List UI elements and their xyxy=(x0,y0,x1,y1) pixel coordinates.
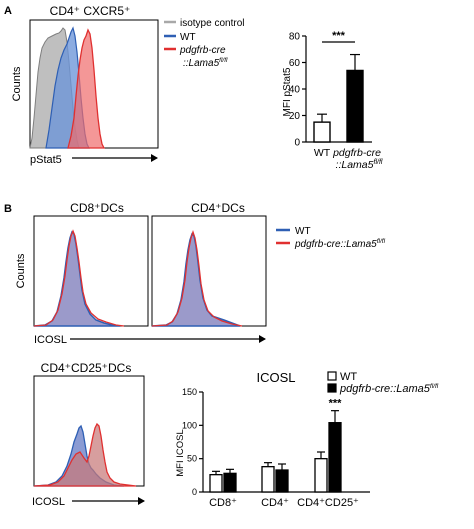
bar-b-bar xyxy=(328,422,342,493)
panel-b-bottom-histogram: CD4⁺CD25⁺DCs ICOSL xyxy=(32,361,145,508)
panel-b-bar-chart: ICOSL MFI ICOSL 0 50 100 150 CD8⁺ CD4⁺ CD4⁺CD… xyxy=(175,370,439,509)
panel-b-top-xlabel: ICOSL xyxy=(34,334,67,346)
cd8-dcs-title: CD8⁺DCs xyxy=(70,201,124,215)
bar-a-category-label: pdgfrb-cre xyxy=(332,147,381,159)
bar-b-y-tick-label: 100 xyxy=(182,420,197,430)
legend-b-cre-label: pdgfrb-cre::Lama5fl/fl xyxy=(294,238,386,250)
bar-b-y-tick-label: 150 xyxy=(182,387,197,397)
bar-a-y-tick-label: 40 xyxy=(289,85,301,96)
bar-a-marks: WT pdgfrb-cre::Lama5fl/fl *** xyxy=(313,30,383,171)
bar-b-y-tick-label: 50 xyxy=(187,454,197,464)
bar-b-category-label: CD4⁺ xyxy=(261,497,289,509)
bar-a-bar xyxy=(346,69,364,143)
bar-a-y-tick-label: 60 xyxy=(289,58,301,69)
bar-a-category-label: ::Lama5fl/fl xyxy=(336,159,383,171)
bar-b-ylabel: MFI ICOSL xyxy=(175,429,186,477)
cd4-dcs-frame xyxy=(151,215,267,327)
cd4-cre-histogram xyxy=(151,229,243,327)
bar-b-category-label: CD4⁺CD25⁺ xyxy=(297,497,359,509)
bar-b-category-label: CD8⁺ xyxy=(209,497,237,509)
bar-b-legend-cre-label: pdgfrb-cre::Lama5fl/fl xyxy=(339,383,439,395)
bar-b-bar xyxy=(275,469,289,493)
bar-b-bar xyxy=(314,458,328,493)
bar-b-legend-wt-swatch xyxy=(327,371,337,381)
panel-b-top-histograms: CD8⁺DCs CD4⁺DCs Counts ICOSL xyxy=(15,201,267,346)
pdgfrb-cre-lama5-histogram xyxy=(67,28,106,149)
bar-b-marks: CD8⁺ CD4⁺ CD4⁺CD25⁺ *** xyxy=(209,398,359,509)
bar-b-legend-cre-swatch xyxy=(327,383,337,393)
bar-b-legend: WT pdgfrb-cre::Lama5fl/fl xyxy=(327,371,439,395)
legend-cre-label: pdgfrb-cre xyxy=(179,45,226,56)
cd4-dcs-title: CD4⁺DCs xyxy=(191,201,245,215)
cd8-dcs-frame xyxy=(33,215,149,327)
panel-a-flow-title: CD4⁺ CXCR5⁺ xyxy=(50,4,131,18)
bar-b-bar xyxy=(223,472,237,493)
bar-a-significance-label: *** xyxy=(332,30,346,42)
panel-a-flow-xlabel: pStat5 xyxy=(30,154,62,166)
panel-a-legend: isotype control WT pdgfrb-cre ::Lama5fl/… xyxy=(164,18,244,69)
panel-b-legend: WT pdgfrb-cre::Lama5fl/fl xyxy=(276,226,386,250)
cd4-cd25-cre-histogram xyxy=(33,422,137,487)
panel-b-bottom-xlabel: ICOSL xyxy=(32,496,65,508)
bar-a-y-tick-label: 20 xyxy=(289,111,301,122)
cd4-cd25-dcs-title: CD4⁺CD25⁺DCs xyxy=(41,361,132,375)
bar-b-bar xyxy=(261,466,275,493)
bar-a-y-tick-label: 80 xyxy=(289,32,301,43)
cd8-cre-histogram xyxy=(33,229,125,327)
legend-wt-label: WT xyxy=(180,32,196,43)
panel-b-letter: B xyxy=(4,203,12,215)
panel-a-flow-ylabel: Counts xyxy=(11,66,23,101)
panel-a-letter: A xyxy=(4,5,12,17)
bar-b-y-tick-label: 0 xyxy=(192,487,197,497)
bar-b-bar xyxy=(209,474,223,493)
panel-b-top-ylabel: Counts xyxy=(15,253,27,288)
bar-b-legend-wt-label: WT xyxy=(340,371,357,383)
bar-a-category-label: WT xyxy=(314,147,331,159)
bar-a-y-tick-label: 0 xyxy=(294,138,300,149)
panel-a-flow-histogram: CD4⁺ CXCR5⁺ Counts pStat5 xyxy=(11,4,159,166)
bar-a-ylabel: MFI pStat5 xyxy=(282,67,293,116)
legend-cre-label-2: ::Lama5fl/fl xyxy=(183,57,228,69)
panel-a-bar-chart: MFI pStat5 0 20 40 60 80 WT pdgfrb-cre::Lama5… xyxy=(282,30,383,171)
legend-isotype-label: isotype control xyxy=(180,18,244,29)
bar-b-title: ICOSL xyxy=(256,370,295,385)
legend-b-wt-label: WT xyxy=(295,226,311,237)
bar-a-bar xyxy=(313,121,331,143)
bar-b-significance-label: *** xyxy=(329,398,343,410)
